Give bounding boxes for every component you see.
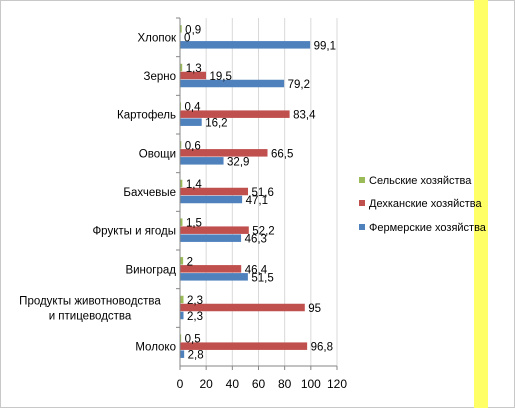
x-tick-label: 60 [252, 377, 266, 391]
bars-layer [180, 25, 311, 358]
legend-label: Фермерские хозяйства [369, 222, 487, 234]
data-label: 2,3 [187, 311, 203, 323]
data-label: 1,3 [186, 63, 202, 75]
category-label: Зерно [144, 71, 176, 83]
bar [180, 118, 202, 126]
bar [180, 157, 224, 165]
data-label: 19,5 [210, 71, 232, 83]
legend-swatch [359, 200, 365, 206]
legend: Сельские хозяйства Дехканские хозяйства Фе… [359, 175, 487, 234]
highlight-stripe [474, 0, 488, 408]
bar [180, 265, 242, 273]
bar [180, 273, 248, 281]
data-label: 83,4 [293, 110, 316, 122]
bar [180, 195, 243, 204]
bar [180, 79, 285, 88]
data-label: 16,2 [205, 118, 227, 130]
data-label: 0,9 [185, 24, 201, 36]
data-label: 2,3 [187, 295, 203, 307]
bar [180, 187, 249, 196]
category-label: Бахчевые [123, 187, 176, 199]
bar [180, 71, 207, 80]
legend-swatch [359, 224, 365, 230]
bar [180, 110, 290, 118]
bar [180, 141, 182, 149]
category-label: и птицеводства [49, 311, 132, 323]
data-label: 99,1 [314, 40, 336, 52]
bar [180, 342, 308, 350]
x-tick-label: 80 [278, 377, 292, 391]
x-tick-label: 120 [327, 377, 347, 391]
bar [180, 179, 183, 188]
data-label: 47,1 [246, 195, 268, 207]
data-label: 0,6 [185, 140, 201, 152]
data-label: 1,4 [186, 179, 203, 191]
data-label: 1,5 [186, 218, 202, 230]
bar [180, 226, 249, 234]
bar [180, 102, 182, 110]
bar [180, 63, 183, 72]
data-label: 0,5 [185, 334, 201, 346]
bar [180, 295, 184, 304]
x-tick-label: 100 [301, 377, 321, 391]
bar [180, 311, 184, 320]
bar [180, 41, 311, 49]
data-label: 79,2 [288, 79, 310, 91]
bar [180, 303, 305, 312]
category-label: Хлопок [137, 32, 177, 44]
legend-swatch [359, 177, 365, 183]
x-tick-label: 20 [199, 377, 213, 391]
bar [180, 218, 183, 226]
data-label: 96,8 [311, 342, 333, 354]
x-tick-label: 40 [226, 377, 240, 391]
bar [180, 257, 184, 265]
data-label: 0 [184, 32, 190, 44]
data-label: 46,4 [245, 264, 268, 276]
category-label: Продукты животноводства [19, 296, 161, 308]
data-label: 95 [308, 303, 321, 315]
legend-label: Сельские хозяйства [369, 175, 472, 187]
category-label: Молоко [135, 342, 176, 354]
data-label: 46,3 [245, 234, 267, 246]
bar [180, 350, 185, 358]
category-label: Овощи [139, 148, 176, 160]
data-label: 32,9 [227, 156, 249, 168]
data-label: 51,5 [251, 272, 273, 284]
axis-layer: 0 20 40 60 80 100 120ХлопокЗерноКартофельОвощи… [19, 17, 347, 391]
bar [180, 25, 182, 33]
x-tick-label: 0 [177, 377, 184, 391]
data-label: 2,8 [188, 350, 204, 362]
bar [180, 334, 182, 342]
data-label: 0,4 [185, 102, 202, 114]
data-label: 66,5 [271, 148, 293, 160]
category-label: Картофель [117, 110, 176, 122]
bar [180, 149, 268, 157]
category-label: Виноград [125, 264, 176, 276]
bar [180, 234, 242, 242]
category-label: Фрукты и ягоды [92, 226, 176, 238]
data-label: 51,6 [252, 187, 274, 199]
legend-label: Дехканские хозяйства [369, 198, 482, 210]
labels-layer: 0,9 1,3 0,4 0,6 1,4 1,5 2 2,3 0,5 0 19,5 83,4 66,5 51… [184, 24, 336, 361]
data-label: 2 [187, 256, 193, 268]
data-label: 52,2 [252, 226, 274, 238]
